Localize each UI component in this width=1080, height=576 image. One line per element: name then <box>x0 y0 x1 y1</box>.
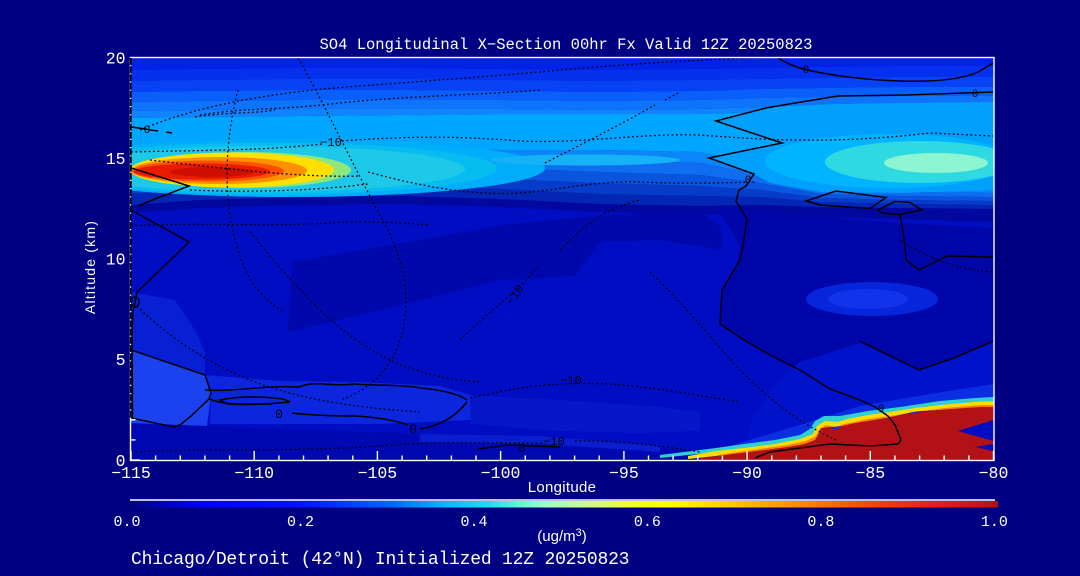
svg-text:0: 0 <box>409 422 417 437</box>
svg-text:−110: −110 <box>234 464 274 483</box>
svg-text:0: 0 <box>518 442 525 456</box>
svg-text:0: 0 <box>972 89 979 101</box>
svg-text:0: 0 <box>116 452 126 471</box>
svg-text:1.0: 1.0 <box>981 514 1008 531</box>
svg-text:0.0: 0.0 <box>113 514 140 531</box>
svg-text:Chicago/Detroit (42°N) Initial: Chicago/Detroit (42°N) Initialized 12Z 2… <box>131 550 629 570</box>
svg-text:5: 5 <box>116 351 126 370</box>
svg-text:0: 0 <box>144 125 151 137</box>
svg-text:15: 15 <box>106 150 126 169</box>
svg-text:Altitude (km): Altitude (km) <box>82 220 98 314</box>
svg-text:−90: −90 <box>732 464 762 483</box>
svg-text:0.6: 0.6 <box>634 514 661 531</box>
svg-text:−95: −95 <box>609 464 639 483</box>
svg-text:0.2: 0.2 <box>287 514 314 531</box>
svg-text:SO4 Longitudinal X−Section 00h: SO4 Longitudinal X−Section 00hr Fx Valid… <box>320 36 813 54</box>
svg-text:Longitude: Longitude <box>528 479 597 496</box>
svg-text:−80: −80 <box>979 464 1009 483</box>
svg-text:−115: −115 <box>111 464 151 483</box>
svg-text:(ug/m3): (ug/m3) <box>537 527 586 545</box>
svg-text:20: 20 <box>106 49 126 68</box>
svg-text:−100: −100 <box>481 464 521 483</box>
svg-text:−10: −10 <box>560 374 582 388</box>
svg-text:0: 0 <box>878 404 885 416</box>
svg-text:−105: −105 <box>358 464 398 483</box>
svg-text:0.4: 0.4 <box>460 514 487 531</box>
svg-text:−10: −10 <box>320 136 342 150</box>
svg-text:10: 10 <box>106 251 126 270</box>
svg-text:−10: −10 <box>543 435 565 449</box>
svg-text:0: 0 <box>275 407 283 422</box>
svg-text:0: 0 <box>803 65 810 77</box>
svg-text:0.8: 0.8 <box>807 514 834 531</box>
svg-text:0: 0 <box>745 175 752 187</box>
svg-text:−85: −85 <box>855 464 885 483</box>
